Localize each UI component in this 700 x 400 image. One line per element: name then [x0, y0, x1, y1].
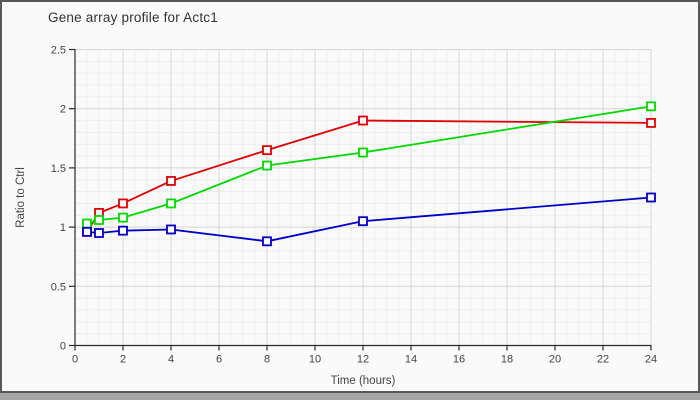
x-tick-label: 6 — [216, 354, 222, 366]
series-blue — [82, 192, 656, 247]
series-green — [82, 101, 656, 229]
y-tick-label: 1 — [60, 222, 66, 234]
y-axis-label: Ratio to Ctrl — [15, 167, 27, 228]
marker-green — [118, 212, 128, 223]
y-tick-label: 2 — [60, 104, 66, 116]
marker-green — [262, 160, 272, 171]
marker-blue — [118, 225, 128, 236]
x-tick-label: 0 — [72, 354, 78, 366]
marker-green — [82, 218, 92, 229]
marker-blue — [358, 216, 368, 227]
marker-blue — [646, 192, 656, 203]
series-red — [82, 115, 656, 237]
x-tick-label: 18 — [501, 354, 513, 366]
x-tick-label: 20 — [549, 354, 561, 366]
x-axis-label: Time (hours) — [331, 375, 396, 387]
x-tick-label: 16 — [453, 354, 465, 366]
y-tick-label: 0.5 — [51, 281, 66, 293]
x-tick-label: 24 — [645, 354, 657, 366]
marker-green — [358, 147, 368, 158]
x-tick-label: 14 — [405, 354, 417, 366]
major-gridlines — [75, 49, 652, 346]
y-tick-label: 2.5 — [51, 45, 66, 57]
chart-title: Gene array profile for Actc1 — [48, 10, 218, 25]
marker-red — [166, 176, 176, 186]
x-tick-label: 22 — [597, 354, 609, 366]
y-tick-label: 1.5 — [51, 163, 66, 175]
marker-red — [262, 145, 272, 156]
data-series — [82, 101, 656, 247]
y-tick-label: 0 — [60, 341, 66, 353]
marker-red — [118, 198, 128, 209]
marker-green — [94, 215, 104, 225]
marker-red — [358, 115, 368, 126]
marker-blue — [166, 224, 176, 235]
marker-green — [646, 101, 656, 112]
x-tick-label: 10 — [309, 354, 321, 366]
x-tick-label: 2 — [120, 354, 126, 366]
x-tick-label: 4 — [168, 354, 174, 366]
marker-blue — [94, 228, 104, 238]
x-tick-label: 12 — [357, 354, 369, 366]
marker-blue — [82, 226, 92, 237]
marker-red — [646, 118, 656, 128]
marker-blue — [262, 236, 272, 247]
marker-green — [166, 198, 176, 209]
x-tick-label: 8 — [264, 354, 270, 366]
